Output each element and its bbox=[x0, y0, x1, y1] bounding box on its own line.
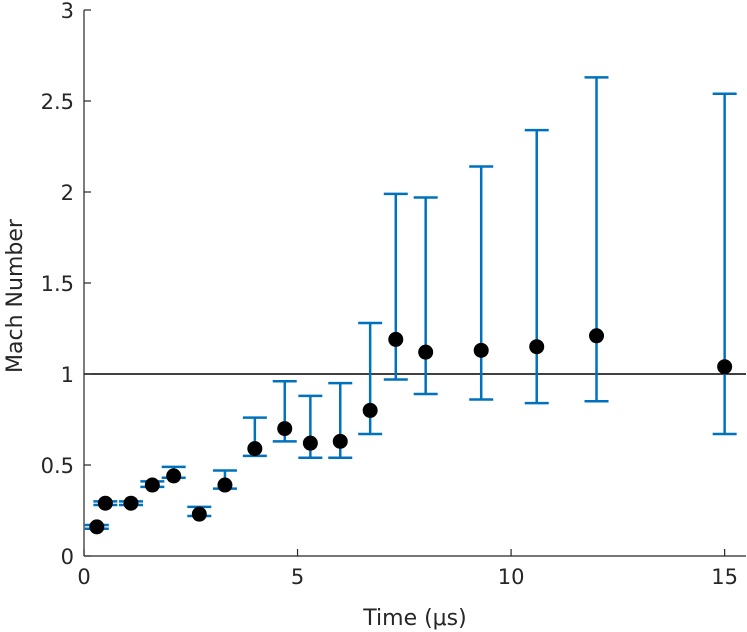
error-bar bbox=[712, 92, 737, 436]
data-point bbox=[144, 477, 160, 493]
y-tick-label: 0.5 bbox=[41, 454, 74, 478]
error-bar bbox=[524, 128, 549, 405]
data-point bbox=[166, 468, 182, 484]
data-point bbox=[217, 477, 233, 493]
error-bar bbox=[469, 165, 494, 401]
data-point bbox=[191, 506, 207, 522]
data-point bbox=[418, 344, 434, 360]
y-tick-label: 2.5 bbox=[41, 90, 74, 114]
data-point bbox=[362, 402, 378, 418]
data-point bbox=[332, 433, 348, 449]
data-point bbox=[717, 359, 733, 375]
data-point bbox=[388, 331, 404, 347]
y-tick-label: 0 bbox=[61, 545, 74, 569]
x-tick-label: 15 bbox=[711, 565, 738, 589]
x-axis-label: Time (μs) bbox=[362, 606, 466, 631]
y-tick-label: 3 bbox=[61, 0, 74, 23]
data-point bbox=[123, 495, 139, 511]
y-tick-label: 1 bbox=[61, 363, 74, 387]
data-point bbox=[302, 435, 318, 451]
error-bar bbox=[413, 196, 438, 396]
data-point bbox=[473, 342, 489, 358]
data-point bbox=[97, 495, 113, 511]
error-bar bbox=[584, 76, 609, 403]
y-tick-label: 1.5 bbox=[41, 272, 74, 296]
y-tick-label: 2 bbox=[61, 181, 74, 205]
x-tick-label: 5 bbox=[291, 565, 304, 589]
marker-layer bbox=[89, 328, 733, 535]
y-axis-label: Mach Number bbox=[3, 218, 28, 373]
error-bar bbox=[383, 192, 408, 381]
x-tick-label: 0 bbox=[77, 565, 90, 589]
data-point bbox=[589, 328, 605, 344]
data-point bbox=[89, 519, 105, 535]
x-tick-label: 10 bbox=[498, 565, 525, 589]
data-point bbox=[247, 441, 263, 457]
plot-area bbox=[84, 10, 746, 556]
data-point bbox=[277, 421, 293, 437]
tick-layer: 0 5 10 15 0 0.5 1 1.5 2 2.5 3 bbox=[41, 0, 738, 589]
data-point bbox=[529, 339, 545, 355]
